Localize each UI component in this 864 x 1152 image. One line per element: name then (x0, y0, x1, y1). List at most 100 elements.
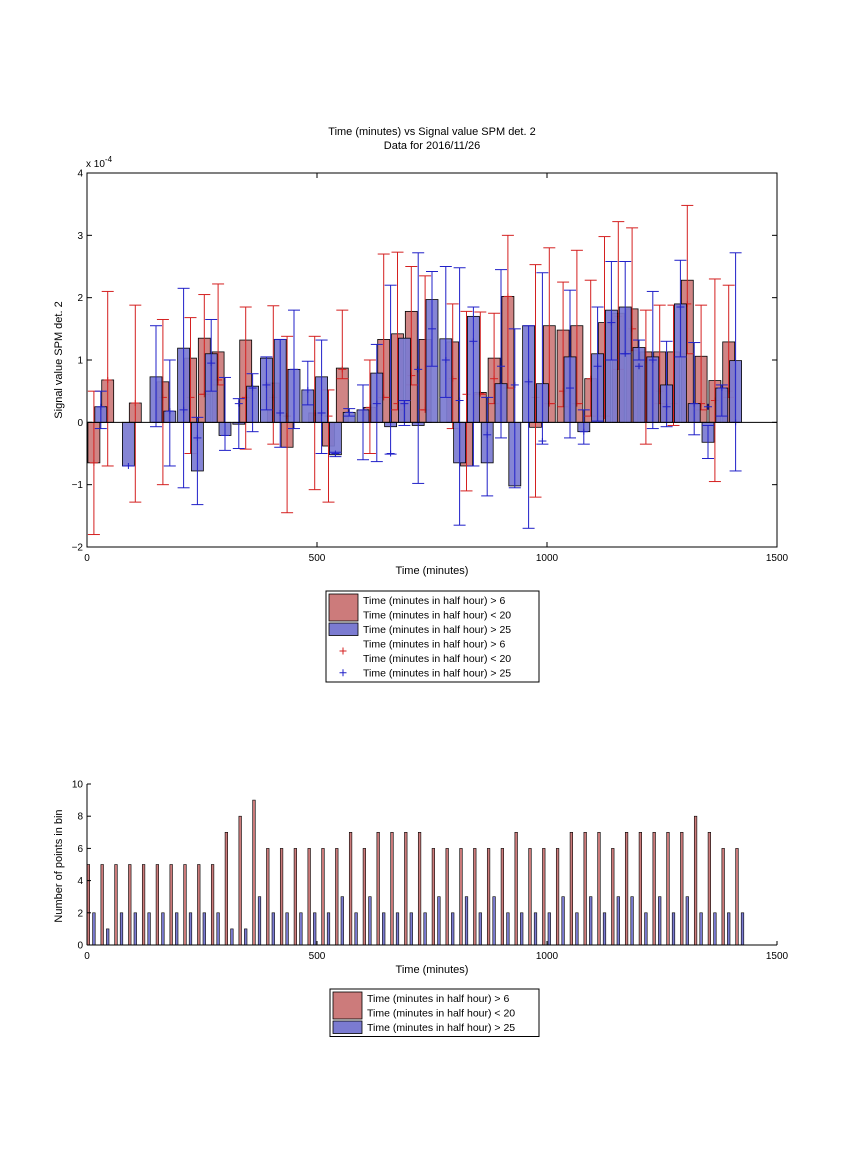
count-bar (188, 912, 193, 946)
count-bar (404, 831, 408, 946)
legend-swatch (328, 593, 359, 622)
y-axis-label: Number of points in bin (53, 809, 65, 922)
count-bar (279, 848, 284, 946)
y-tick-label: 1 (77, 356, 83, 367)
series-under-20 (87, 204, 736, 536)
count-plot-area: 0 500 1000 1500 0 2 4 6 8 10 (72, 780, 789, 963)
y-exponent-label: x 10-4 (86, 155, 113, 170)
count-bar (727, 912, 731, 946)
count-bar (713, 912, 717, 946)
legend-swatch (332, 991, 363, 1020)
count-bar (183, 864, 187, 946)
count-bar (478, 912, 482, 946)
count-bar (155, 864, 159, 946)
count-bar (735, 848, 739, 946)
x-tick-label: 0 (84, 553, 90, 564)
count-bar (699, 912, 703, 946)
count-bar (575, 912, 579, 946)
count-legend: Time (minutes in half hour) > 6 Time (min… (329, 988, 540, 1037)
count-bar (597, 831, 601, 946)
count-bar (542, 848, 546, 946)
count-bar (395, 912, 400, 946)
count-bar (671, 912, 676, 946)
count-bar (368, 896, 372, 946)
x-tick-label: 1000 (536, 553, 559, 564)
count-bar (238, 815, 242, 946)
count-bar (210, 864, 215, 946)
x-tick-label: 1500 (766, 951, 789, 962)
y-tick-label: 4 (77, 876, 83, 887)
count-bar (382, 912, 386, 946)
count-bar (451, 912, 455, 946)
legend-label: Time (minutes in half hour) > 25 (363, 624, 511, 636)
legend-box (329, 988, 540, 1037)
count-bar (244, 928, 248, 946)
count-bar (409, 912, 413, 946)
count-bar (630, 896, 634, 946)
count-bar (257, 896, 262, 946)
legend-label: Time (minutes in half hour) > 6 (367, 993, 509, 1005)
count-bar (520, 912, 524, 946)
count-bar (740, 912, 745, 946)
count-bar (340, 896, 344, 946)
x-tick-label: 1500 (766, 553, 789, 564)
count-bar (119, 912, 124, 946)
signal-chart: Time (minutes) vs Signal value SPM det. … (53, 126, 789, 683)
count-bar (437, 896, 441, 946)
count-bar (169, 864, 173, 946)
y-tick-label: 0 (77, 418, 83, 429)
count-bar (473, 848, 477, 946)
count-bar (114, 864, 118, 946)
legend-swatch (332, 1020, 363, 1034)
legend-box (325, 590, 540, 683)
count-bar (293, 848, 297, 946)
count-bar (423, 912, 427, 946)
count-bar (602, 912, 607, 946)
count-bar (376, 831, 380, 946)
count-bar (514, 831, 518, 946)
count-bar (141, 864, 146, 946)
count-bar (533, 912, 538, 946)
signal-legend: Time (minutes in half hour) > 6 Time (min… (325, 590, 540, 683)
x-axis-label: Time (minutes) (396, 964, 469, 976)
count-bar (555, 848, 560, 946)
y-tick-label: 6 (77, 844, 83, 855)
count-bar (506, 912, 510, 946)
count-bar (685, 896, 689, 946)
count-bar (147, 912, 151, 946)
count-bar (569, 831, 573, 946)
count-bar (216, 912, 220, 946)
count-bar (721, 848, 725, 946)
count-bar (486, 848, 491, 946)
legend-label: Time (minutes in half hour) > 6 (363, 595, 505, 607)
count-bar (271, 912, 275, 946)
count-bar (335, 848, 339, 946)
count-bar (638, 831, 642, 946)
legend-label: Time (minutes in half hour) < 20 (367, 1008, 515, 1020)
count-bar (589, 896, 593, 946)
count-bar (390, 831, 394, 946)
y-tick-label: 10 (72, 780, 84, 791)
count-series-under-20 (86, 799, 739, 946)
series-over-25 (94, 252, 742, 529)
count-bar (313, 912, 317, 946)
count-bar (348, 831, 353, 946)
count-bar (128, 864, 132, 946)
count-bar (197, 864, 201, 946)
count-bar (707, 831, 711, 946)
signal-plot-area: 0 500 1000 1500 −2 −1 0 1 2 3 4 (72, 169, 789, 565)
count-bar (693, 815, 698, 946)
y-tick-label: −1 (72, 480, 84, 491)
count-bar (354, 912, 358, 946)
count-bar (299, 912, 303, 946)
count-bar (561, 896, 565, 946)
legend-label: Time (minutes in half hour) < 20 (363, 653, 511, 665)
count-bar (106, 928, 110, 946)
count-bar (224, 831, 228, 946)
y-tick-label: 4 (77, 169, 83, 180)
y-tick-label: 2 (77, 908, 83, 919)
count-bar (326, 912, 331, 946)
count-bar (644, 912, 648, 946)
y-tick-label: 2 (77, 293, 83, 304)
